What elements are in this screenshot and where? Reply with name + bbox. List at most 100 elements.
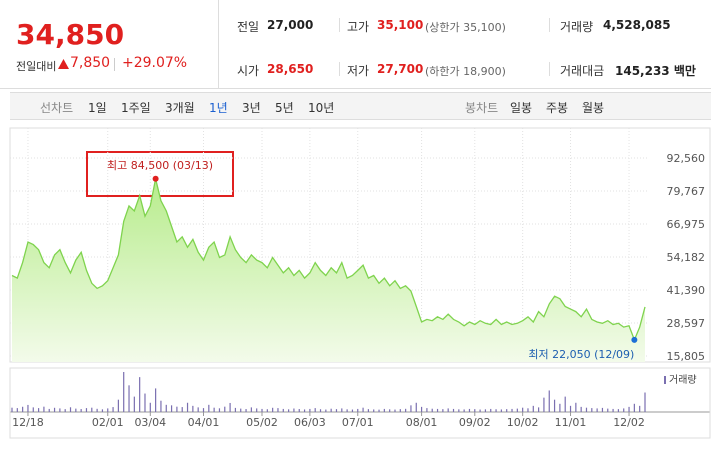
tab[interactable]: 1일 [88,101,107,115]
volume-bar [288,409,290,412]
y-tick-label: 15,805 [667,350,706,363]
volume-bar [256,408,258,412]
volume-bar [325,409,327,412]
volume-bar [399,409,401,412]
volume-bar [548,390,550,412]
volume-bar [16,408,18,412]
legend-label: 거래량 [669,374,697,386]
volume-bar [607,408,609,412]
volume-bar [197,407,199,412]
change-rate: +29.07% [122,55,188,71]
volume-bar [319,409,322,412]
volume-bar [272,407,274,412]
stat-note: (하한가 18,900) [425,65,506,78]
price-line [11,178,646,342]
volume-bar [362,407,364,412]
volume-bar [580,406,582,412]
tab[interactable]: 1주일 [121,101,151,115]
volume-bar [224,406,226,412]
volume-bar [32,407,34,412]
volume-bar [218,408,221,412]
tab-group-label: 선차트 [40,101,74,115]
tab-bar: 선차트 봉차트 1일 1주일 3개월 1년 3년 5년 10년 일봉 주봉 월봉 [10,92,711,120]
volume-bar [37,408,40,412]
volume-bar [117,399,119,412]
tab[interactable]: 5년 [275,101,294,115]
volume-bar [213,407,215,412]
x-tick-label: 09/02 [459,416,491,429]
price-area [12,178,645,362]
x-tick-label: 05/02 [246,416,278,429]
volume-bar [601,407,604,412]
y-tick-label: 54,182 [667,251,706,264]
tab[interactable]: 일봉 [510,101,533,115]
tab[interactable]: 3년 [242,101,261,115]
volume-bar [527,408,529,412]
tab[interactable]: 주봉 [546,101,569,115]
volume-bar [468,408,471,412]
volume-bar [335,409,338,412]
volume-bar [500,409,502,412]
volume-bar [186,402,189,412]
change: 7,850 [70,55,111,71]
volume-bar [628,406,630,412]
volume-bar [85,408,88,412]
volume-bar [75,408,77,412]
volume-bar [511,408,513,412]
divider [549,62,550,76]
tab[interactable]: 1년 [209,101,228,115]
stat-label: 거래량 [560,20,594,34]
volume-bar [303,409,306,412]
chart: 15,805 28,597 41,390 54,182 66,975 79,767 92,5… [9,127,711,439]
volume-bar [48,408,50,412]
volume-bar [176,406,178,412]
volume-bar [282,408,284,412]
volume-bar [351,409,354,412]
volume-bar [165,404,167,412]
volume-bar [144,393,146,412]
volume-bar [426,408,428,412]
x-tick-label: 04/01 [188,416,220,429]
volume-bar [11,407,13,412]
tab[interactable]: 3개월 [165,101,195,115]
volume-bar [596,408,598,412]
volume-bar [553,399,556,412]
volume-bar [532,405,534,412]
volume-bar [101,409,104,412]
volume-bar [208,404,210,412]
volume-bar [452,408,455,412]
volume-bar [474,409,476,412]
volume-frame [9,367,711,439]
volume-bar [96,408,98,412]
x-tick-label: 02/01 [92,416,124,429]
volume-bar [442,409,444,412]
max-marker [152,175,159,182]
tab[interactable]: 월봉 [582,101,605,115]
x-tick-label: 08/01 [406,416,438,429]
volume-bar [612,408,614,412]
volume-bar [160,400,162,412]
volume-bar [623,408,625,412]
volume-bar [575,402,577,412]
volume-bar [543,397,545,412]
x-tick-label: 12/02 [613,416,645,429]
stat-value: 145,233 백만 [615,64,696,78]
x-tick-label: 12/18 [12,416,44,429]
divider [549,18,550,32]
x-tick-label: 06/03 [294,416,326,429]
tab[interactable]: 10년 [308,101,335,115]
y-tick-label: 66,975 [667,218,706,231]
stat-value: 27,700 [377,62,424,76]
volume-bar [91,407,93,412]
volume-bar [591,408,593,412]
volume-bar [357,408,359,412]
volume-bar [415,402,417,412]
volume-bar [538,407,540,412]
divider [339,62,340,76]
volume-bar [80,409,82,412]
volume-bar [170,405,173,412]
volume-bar [463,409,465,412]
volume-bar [250,407,252,412]
stat-label: 거래대금 [560,64,605,78]
